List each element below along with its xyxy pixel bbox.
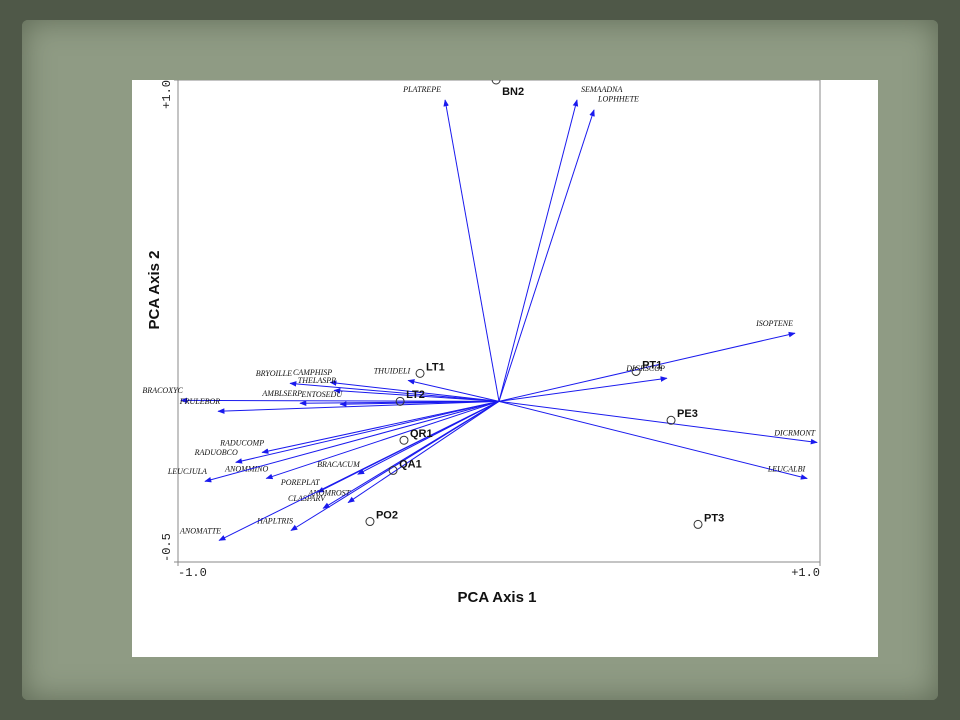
species-vector <box>235 400 500 464</box>
species-vector <box>261 400 500 454</box>
chart-panel: PCA Axis 1 PCA Axis 2 -1.0 +1.0 -0.5 +1.0 PL… <box>132 75 878 657</box>
site-point <box>388 465 398 475</box>
species-label: ISOPTENE <box>755 319 793 328</box>
species-label: LOPHHETE <box>597 95 639 104</box>
species-vector <box>217 400 500 414</box>
site-point <box>415 368 425 378</box>
y-tick-label: +1.0 <box>160 80 174 109</box>
species-vector <box>290 400 500 531</box>
site-label: BN2 <box>502 86 524 98</box>
species-vector <box>498 331 796 402</box>
species-label: RADUOBCO <box>194 448 238 457</box>
site-label: PE3 <box>677 408 698 420</box>
species-label: BRACACUM <box>317 460 361 469</box>
site-label: PT3 <box>704 512 724 524</box>
species-label: RADUCOMP <box>219 438 264 447</box>
site-label: PO2 <box>376 509 398 521</box>
species-vector <box>265 400 500 480</box>
species-label: LEUCJULA <box>167 467 207 476</box>
site-label: LT1 <box>426 361 445 373</box>
species-label: HAPLTRIS <box>256 516 293 525</box>
species-vector <box>204 400 500 483</box>
species-label: POREPLAT <box>280 478 320 487</box>
x-tick-label: +1.0 <box>791 566 820 580</box>
site-label: LT2 <box>406 389 425 401</box>
species-vector <box>289 381 500 402</box>
species-vector <box>498 109 595 402</box>
species-label: BRACOXYC <box>142 386 183 395</box>
x-tick-label: -1.0 <box>178 566 207 580</box>
site-point <box>395 396 405 406</box>
site-point <box>399 435 409 445</box>
species-label: BRYOILLE <box>256 369 292 378</box>
site-point <box>693 519 703 529</box>
species-label: SEMAADNA <box>581 85 622 94</box>
species-label: PLATREPE <box>402 85 441 94</box>
species-label: LEUCALBI <box>767 464 806 473</box>
chart: PCA Axis 1 PCA Axis 2 -1.0 +1.0 -0.5 +1.0 PL… <box>142 75 821 606</box>
species-vector <box>443 99 500 402</box>
species-vector <box>498 376 668 402</box>
species-label: AMBLSERP <box>261 389 302 398</box>
species-vector <box>329 380 500 402</box>
site-label: QA1 <box>399 458 422 470</box>
site-label: QR1 <box>410 428 433 440</box>
y-tick-label: -0.5 <box>160 533 174 562</box>
species-label: CAMPHISP <box>293 368 332 377</box>
species-vector <box>180 397 500 404</box>
species-vector <box>218 400 500 541</box>
species-label: ANOMROST <box>307 488 350 497</box>
site-point <box>631 366 641 376</box>
y-axis-title: PCA Axis 2 <box>146 251 163 330</box>
species-label: ENTOSEDU <box>300 390 343 399</box>
species-label: DICRMONT <box>773 428 815 437</box>
x-axis-title: PCA Axis 1 <box>458 589 537 606</box>
species-label: THUIDELI <box>374 366 411 375</box>
species-vector <box>347 400 500 503</box>
species-label: CLASPARV <box>288 494 326 503</box>
species-vector <box>498 400 818 445</box>
species-vector <box>333 388 500 402</box>
species-vector <box>498 99 579 402</box>
species-label: FRULEBOR <box>179 397 221 406</box>
species-label: THELASPR <box>298 376 336 385</box>
species-vector <box>498 400 808 480</box>
site-point <box>365 517 375 527</box>
species-vector <box>339 400 500 407</box>
species-vector <box>407 379 500 402</box>
site-point <box>666 415 676 425</box>
species-label: ANOMATTE <box>179 526 221 535</box>
plot-frame <box>177 79 821 563</box>
site-point <box>491 75 501 85</box>
species-label: DICRSCOP <box>625 364 665 373</box>
site-label: PT1 <box>642 359 662 371</box>
species-label: ANOMMINO <box>224 464 268 473</box>
